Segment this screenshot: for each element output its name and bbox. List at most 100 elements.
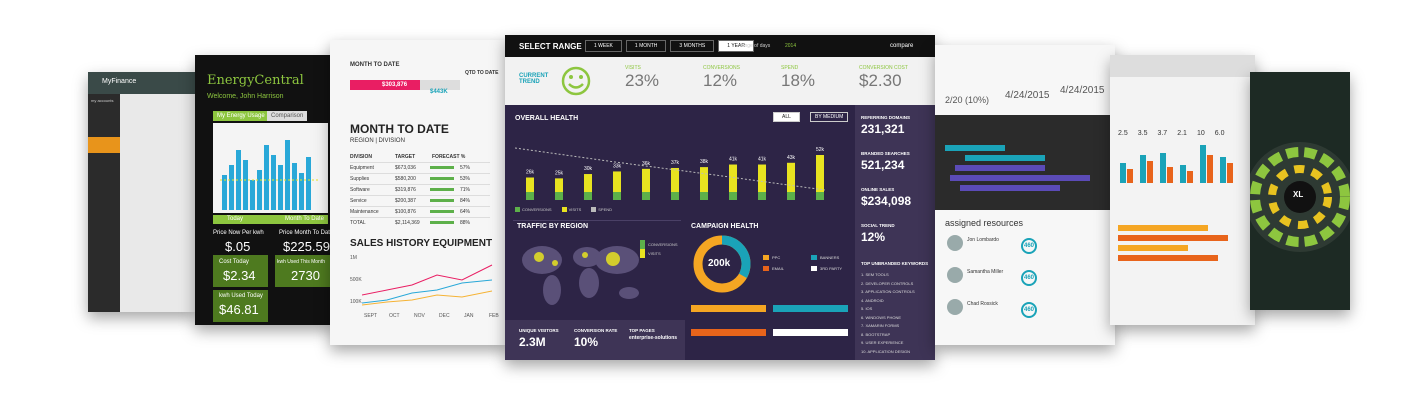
keyword: 5. IOS [861, 306, 873, 311]
cell: Supplies [350, 176, 370, 182]
mtd-panel: MONTH TO DATE QTD TO DATE $303,876 $443K… [330, 40, 508, 345]
conversion-base [555, 192, 563, 200]
cell: $580,200 [395, 176, 416, 182]
table-row: Service $200,387 84% [350, 195, 490, 206]
cell: 53% [460, 176, 471, 182]
date: 4/24/2015 [1060, 85, 1105, 96]
cell: $2,114,369 [395, 220, 420, 226]
legend-item: SPEND [591, 207, 612, 212]
title: MyFinance [102, 78, 137, 85]
keyword: 9. USER EXPERIENCE [861, 340, 904, 345]
donut-value: 200k [708, 258, 731, 269]
stacked-bars [1118, 225, 1228, 261]
conversion-bar [671, 167, 679, 200]
stat-label: kwh Used This Month [277, 259, 325, 265]
bar-label: 33k [613, 163, 622, 169]
target: $443K [430, 89, 448, 95]
cell: Equipment [350, 165, 374, 171]
x-label: OCT [389, 313, 400, 319]
keyword: 3. APPLICATION CONTROLS [861, 289, 915, 294]
metrics-bars [1120, 145, 1233, 183]
bar-label: 26k [526, 170, 535, 176]
side-value: 521,234 [861, 158, 905, 172]
conversion-base [584, 192, 592, 200]
kpi-label: SPEND [781, 65, 799, 71]
range-button[interactable]: 1 WEEK [585, 40, 622, 52]
history-title: SALES HISTORY EQUIPMENT [350, 238, 493, 249]
stat-label: Price Now Per kwh [213, 230, 264, 236]
filter[interactable]: BY MEDIUM [810, 112, 849, 122]
avatar [947, 299, 963, 315]
date: 4/24/2015 [1005, 90, 1050, 101]
keyword: 8. BOOTSTRAP [861, 331, 891, 337]
smiley [561, 66, 591, 96]
traffic-title: TRAFFIC BY REGION [517, 223, 589, 230]
keyword: 1. SEM TOOLS [861, 272, 889, 277]
tab[interactable]: My Energy Usage [213, 111, 269, 121]
side-label: SOCIAL TREND [861, 223, 895, 228]
cell-bar [430, 199, 454, 202]
y-label: 100K [350, 299, 362, 305]
conversion-base [816, 192, 824, 200]
legend-item: VISITS [561, 207, 581, 212]
stat-value: $.05 [225, 239, 251, 254]
head: Month To Date [285, 216, 324, 222]
kpi-value: 12% [703, 71, 738, 90]
cell: Maintenance [350, 209, 379, 215]
conversion-base [700, 192, 708, 200]
bar-label: 43k [787, 155, 796, 161]
radar-label: XL [1293, 190, 1304, 199]
kpi-label: CONVERSIONS [703, 65, 740, 71]
conversion-base [671, 192, 679, 200]
conversion-base [642, 192, 650, 200]
center-panel: SELECT RANGE 1 WEEK 1 MONTH 3 MONTHS 1 YEAR… [505, 35, 935, 360]
health-title: OVERALL HEALTH [515, 115, 579, 122]
range-button[interactable]: 1 MONTH [625, 40, 667, 52]
menu: my accounts [91, 98, 114, 103]
bar-label: 41k [758, 157, 767, 163]
legend-item: CONVERSIONS [640, 240, 678, 249]
bottom-value: enterprise-solutions [629, 335, 678, 341]
cell: 88% [460, 220, 471, 226]
conversion-bar [729, 164, 737, 200]
conversion-bar [642, 168, 650, 200]
range-button[interactable]: 1 YEAR [718, 40, 754, 52]
keyword: 7. XAMARIN FORMS [861, 323, 900, 328]
kpi-label: VISITS [625, 65, 641, 71]
bar-label: 38k [700, 159, 709, 165]
finance-panel: MyFinance my accounts [88, 72, 196, 312]
energy-panel: EnergyCentral Welcome, John Harrison My … [195, 55, 335, 325]
legend-item: VISITS [640, 249, 678, 258]
conversion-bar [555, 178, 563, 200]
filter[interactable]: ALL [773, 112, 800, 122]
table-header: DIVISION TARGET FORECAST % [350, 152, 490, 162]
cell: Service [350, 198, 367, 204]
bottom-label: CONVERSION RATE [574, 328, 618, 333]
usage-bars [220, 140, 320, 210]
conversion-bar [700, 167, 708, 200]
health-chart: 26k 25k 30k 33k 36k 37k 38k 41k 41k 43k 52k [515, 147, 826, 200]
conversion-base [526, 192, 534, 200]
top: MONTH TO DATE [350, 62, 400, 68]
head: Today [227, 216, 244, 222]
spend-line [515, 147, 826, 191]
avatar [947, 235, 963, 251]
bottom-value: 10% [574, 335, 599, 349]
legend-item: EMAIL [763, 266, 811, 271]
compare[interactable]: compare [890, 43, 914, 49]
metric: 2.1 [1177, 130, 1187, 137]
metric: 2.5 [1118, 130, 1128, 137]
range-button[interactable]: 3 MONTHS [670, 40, 715, 52]
cell: $673,036 [395, 165, 416, 171]
keywords-title: TOP UNBRANDED KEYWORDS [861, 261, 929, 266]
conversion-base [787, 192, 795, 200]
region: REGION | DIVISION [350, 138, 405, 144]
metric: 3.7 [1157, 130, 1168, 137]
y-label: 500K [350, 277, 362, 283]
side-value: 12% [861, 230, 886, 244]
range: SELECT RANGE [519, 42, 582, 51]
title: MONTH TO DATE [350, 122, 449, 136]
tab[interactable]: Comparison [267, 111, 308, 121]
avatar [947, 267, 963, 283]
